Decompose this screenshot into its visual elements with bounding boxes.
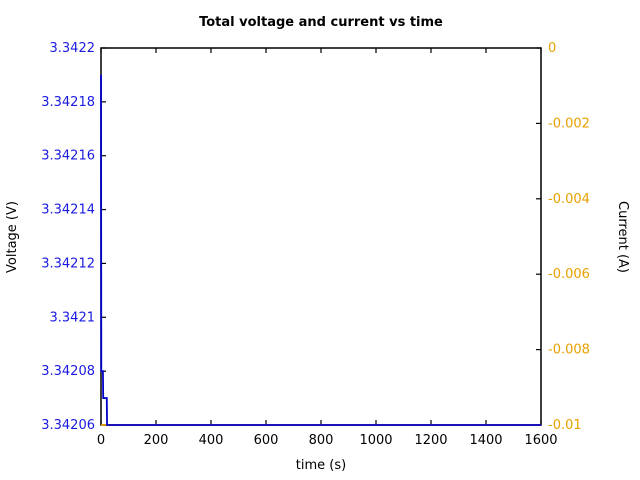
right-tick-label: -0.002: [548, 116, 590, 131]
x-tick-label: 1400: [469, 433, 502, 448]
left-tick-label: 3.34216: [41, 149, 95, 164]
right-tick-label: -0.006: [548, 267, 590, 282]
voltage-line: [100, 74, 541, 426]
x-tick-label: 0: [97, 433, 105, 448]
x-tick-label: 400: [199, 433, 224, 448]
left-tick-label: 3.34208: [41, 364, 95, 379]
right-tick-label: -0.004: [548, 192, 590, 207]
left-tick-label: 3.34214: [41, 203, 95, 218]
x-tick-label: 200: [144, 433, 169, 448]
x-tick-label: 800: [309, 433, 334, 448]
plot-frame: [100, 47, 542, 426]
right-tick-label: -0.01: [548, 418, 582, 433]
x-axis-title: time (s): [295, 458, 347, 473]
left-tick-label: 3.34212: [41, 256, 95, 271]
left-tick-label: 3.3422: [50, 41, 96, 56]
chart-title: Total voltage and current vs time: [199, 15, 443, 30]
x-tick-label: 1200: [414, 433, 447, 448]
x-tick-label: 1600: [524, 433, 557, 448]
x-tick-label: 1000: [359, 433, 392, 448]
right-tick-label: 0: [548, 41, 556, 56]
right-tick-label: -0.008: [548, 343, 590, 358]
left-tick-label: 3.34218: [41, 95, 95, 110]
left-tick-label: 3.34206: [41, 418, 95, 433]
x-tick-label: 600: [254, 433, 279, 448]
left-tick-label: 3.3421: [50, 310, 96, 325]
